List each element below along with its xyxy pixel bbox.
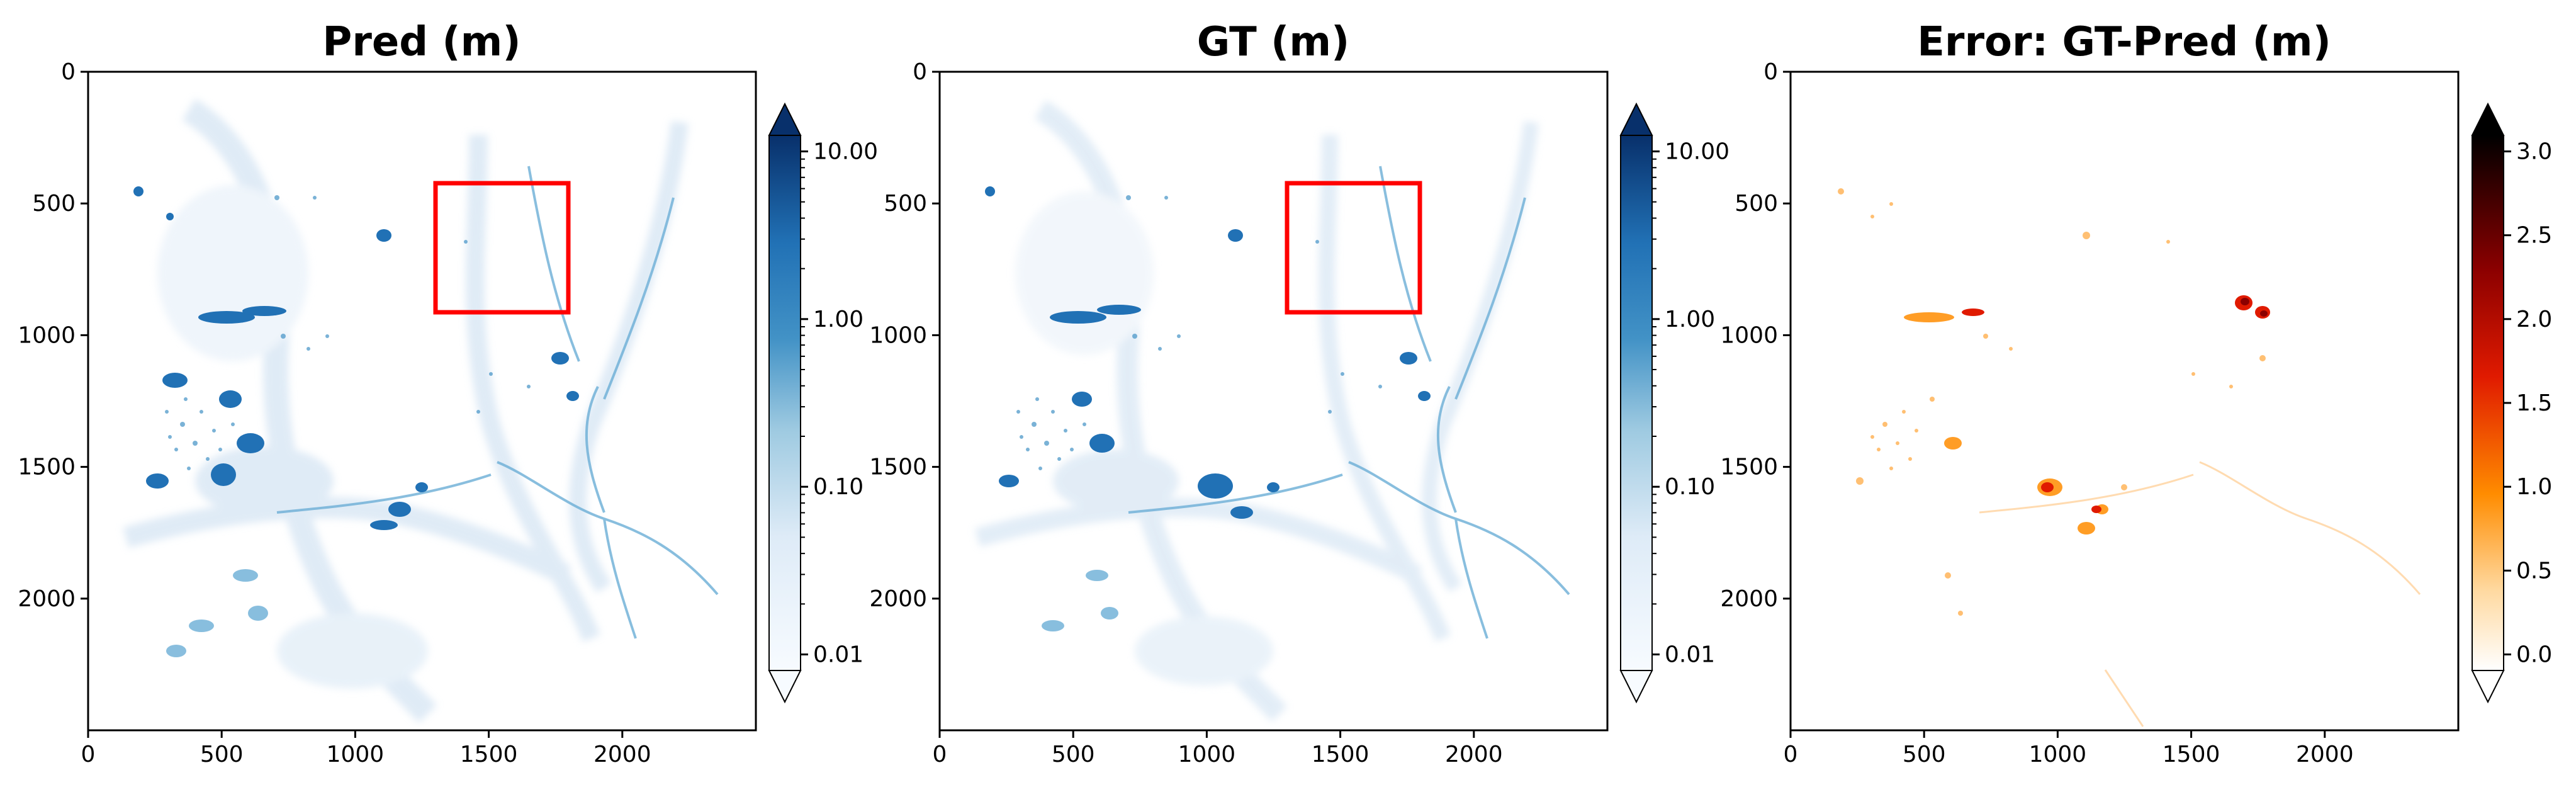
mid-ponds bbox=[166, 569, 268, 657]
mid-ponds bbox=[1042, 570, 1118, 631]
colorbar-tick-label: 0.01 bbox=[1665, 642, 1715, 668]
y-ticks: 0 500 1000 1500 2000 bbox=[1720, 59, 1791, 612]
colorbar-ticks: 0.01 0.10 1.00 10.00 bbox=[801, 139, 878, 668]
high-error-spots bbox=[1962, 295, 2270, 513]
colorbar-extend-bottom bbox=[768, 670, 802, 704]
plot-frame bbox=[938, 71, 1609, 732]
colorbar-extend-top bbox=[2471, 102, 2505, 136]
y-ticks: 0 500 1000 1500 2000 bbox=[18, 59, 88, 612]
panel-pred: Pred (m) bbox=[18, 19, 757, 767]
colorbar-body bbox=[2472, 135, 2504, 671]
x-tick-label: 2000 bbox=[2296, 742, 2354, 767]
colorbar-tick-label: 0.01 bbox=[813, 642, 863, 668]
colorbar-tick-label: 1.5 bbox=[2516, 390, 2552, 416]
max-error-spots bbox=[2241, 298, 2268, 317]
colorbar-extend-top bbox=[768, 102, 802, 136]
x-tick-label: 2000 bbox=[1445, 742, 1503, 767]
colorbar-ticks: 0.0 0.5 1.0 1.5 2.0 2.5 3.0 bbox=[2504, 139, 2552, 668]
small-ponds bbox=[165, 195, 531, 470]
colorbar-tick-label: 1.00 bbox=[1665, 307, 1715, 332]
x-tick-label: 1500 bbox=[1312, 742, 1370, 767]
x-ticks: 0 500 1000 1500 2000 bbox=[81, 730, 651, 767]
y-tick-label: 1500 bbox=[869, 455, 927, 480]
panel-title: Pred (m) bbox=[322, 19, 520, 65]
colorbar-tick-label: 0.5 bbox=[2516, 558, 2552, 584]
colorbar-tick-label: 0.10 bbox=[1665, 474, 1715, 500]
x-ticks: 0 500 1000 1500 2000 bbox=[1784, 730, 2354, 767]
colorbar-extend-bottom bbox=[1619, 670, 1653, 704]
colorbar-ticks: 0.01 0.10 1.00 10.00 bbox=[1652, 139, 1730, 668]
shallow-water-area bbox=[974, 100, 1539, 722]
channels bbox=[276, 166, 719, 639]
colorbar-tick-label: 10.00 bbox=[1665, 139, 1730, 165]
y-tick-label: 1500 bbox=[1720, 455, 1778, 480]
channels bbox=[1128, 166, 1570, 639]
colorbar-extend-bottom bbox=[2471, 670, 2505, 704]
y-tick-label: 0 bbox=[913, 59, 927, 85]
shallow-water-area bbox=[123, 98, 689, 723]
y-tick-label: 500 bbox=[32, 191, 76, 217]
colorbar-pred: 0.01 0.10 1.00 10.00 bbox=[768, 102, 878, 704]
y-tick-label: 1000 bbox=[1720, 322, 1778, 348]
x-tick-label: 2000 bbox=[593, 742, 651, 767]
y-tick-label: 500 bbox=[884, 191, 927, 217]
y-ticks: 0 500 1000 1500 2000 bbox=[869, 59, 940, 612]
panel-title: GT (m) bbox=[1197, 19, 1350, 65]
y-tick-label: 0 bbox=[1763, 59, 1778, 85]
y-tick-label: 1000 bbox=[18, 322, 76, 348]
small-ponds bbox=[1016, 195, 1382, 470]
colorbar-extend-top bbox=[1619, 102, 1653, 136]
colorbar-tick-label: 0.10 bbox=[813, 474, 863, 500]
error-map bbox=[1838, 188, 2421, 727]
water-bodies bbox=[985, 186, 1431, 519]
y-tick-label: 1000 bbox=[869, 322, 927, 348]
y-tick-label: 2000 bbox=[869, 586, 927, 612]
y-tick-label: 500 bbox=[1735, 191, 1778, 217]
plot-frame bbox=[87, 71, 757, 732]
colorbar-tick-label: 0.0 bbox=[2516, 642, 2552, 668]
colorbar-body bbox=[768, 135, 801, 671]
colorbar-body bbox=[1620, 135, 1653, 671]
x-tick-label: 500 bbox=[1052, 742, 1095, 767]
x-tick-label: 0 bbox=[933, 742, 947, 767]
colorbar-error: 0.0 0.5 1.0 1.5 2.0 2.5 3.0 bbox=[2471, 102, 2552, 704]
panel-gt: GT (m) bbox=[869, 19, 1609, 767]
colorbar-tick-label: 2.5 bbox=[2516, 223, 2552, 249]
colorbar-tick-label: 3.0 bbox=[2516, 139, 2552, 165]
colorbar-tick-label: 1.00 bbox=[813, 307, 863, 332]
panel-title: Error: GT-Pred (m) bbox=[1917, 19, 2331, 65]
highlight-box bbox=[433, 181, 571, 315]
flood-map-pred bbox=[123, 98, 719, 723]
colorbar-gt: 0.01 0.10 1.00 10.00 bbox=[1619, 102, 1730, 704]
x-tick-label: 500 bbox=[200, 742, 244, 767]
x-tick-label: 0 bbox=[1784, 742, 1798, 767]
y-tick-label: 2000 bbox=[1720, 586, 1778, 612]
plot-frame bbox=[1789, 71, 2460, 732]
flood-map-gt bbox=[974, 100, 1570, 722]
x-tick-label: 1000 bbox=[327, 742, 385, 767]
x-tick-label: 500 bbox=[1903, 742, 1946, 767]
x-tick-label: 1000 bbox=[2029, 742, 2087, 767]
x-tick-label: 1500 bbox=[460, 742, 518, 767]
colorbar-tick-label: 2.0 bbox=[2516, 307, 2552, 332]
y-tick-label: 1500 bbox=[18, 455, 76, 480]
x-tick-label: 1500 bbox=[2163, 742, 2220, 767]
low-error-spots bbox=[1838, 188, 2266, 616]
x-ticks: 0 500 1000 1500 2000 bbox=[933, 730, 1503, 767]
colorbar-tick-label: 10.00 bbox=[813, 139, 878, 165]
panel-error: Error: GT-Pred (m) bbox=[1720, 19, 2460, 767]
highlight-box bbox=[1285, 181, 1422, 315]
y-tick-label: 2000 bbox=[18, 586, 76, 612]
y-tick-label: 0 bbox=[61, 59, 76, 85]
x-tick-label: 1000 bbox=[1178, 742, 1236, 767]
x-tick-label: 0 bbox=[81, 742, 96, 767]
error-channels bbox=[1979, 461, 2421, 727]
water-bodies bbox=[133, 186, 579, 530]
colorbar-tick-label: 1.0 bbox=[2516, 474, 2552, 500]
